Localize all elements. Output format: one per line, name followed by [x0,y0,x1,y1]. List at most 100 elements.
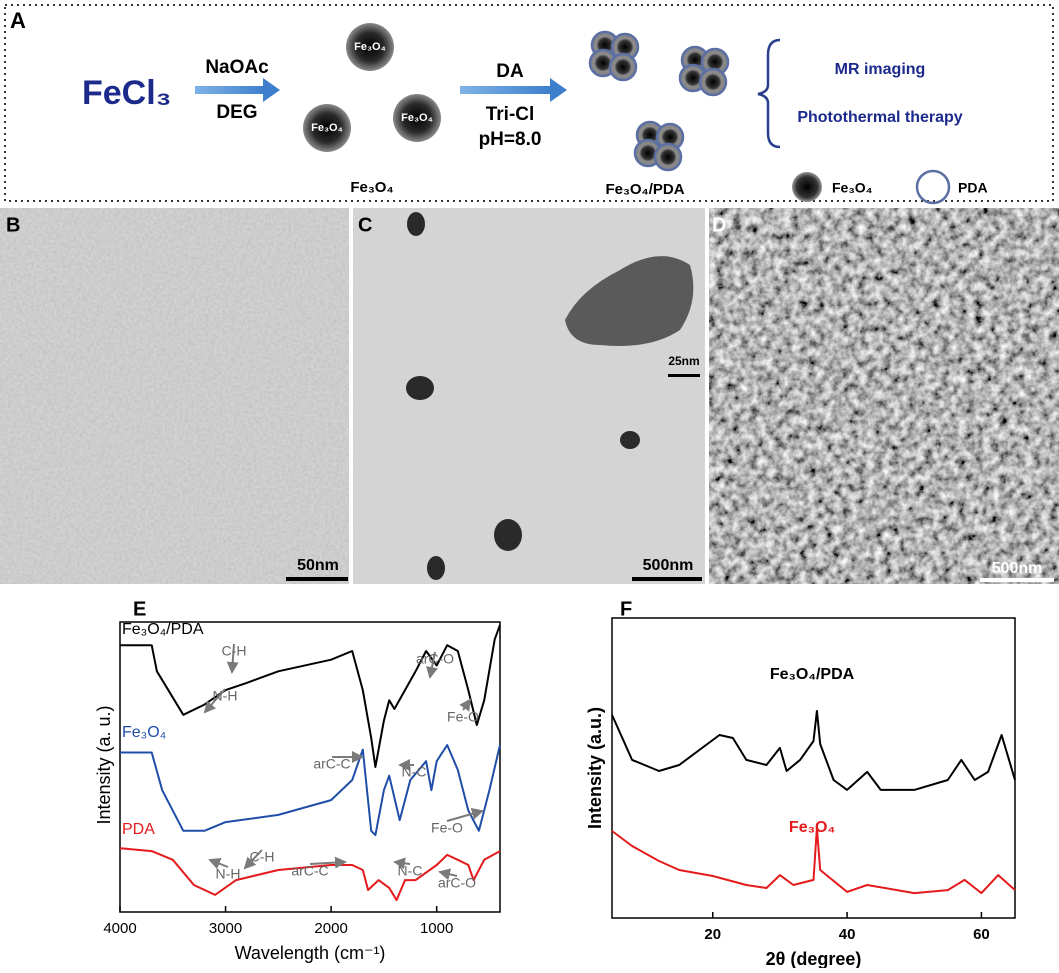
scale-bar [980,578,1054,582]
x-tick-label: 2000 [314,920,347,937]
annotation-arrow [393,857,411,870]
particle-text: Fe₃O₄ [401,112,433,124]
scale-label: 500nm [643,557,694,574]
scale-label: 50nm [297,557,339,574]
scheme: A FeCl₃ NaOAc DEG Fe₃O₄ Fe₃O₄ Fe₃O₄ Fe₃O… [4,4,1054,205]
particle [393,94,441,142]
x-axis-label: 2θ (degree) [766,949,862,968]
product-label: Fe₃O₄/PDA [605,181,684,198]
particle-text: Fe₃O₄ [311,122,343,134]
annotation-arrow [203,688,226,714]
x-tick-label: 20 [704,926,721,943]
x-axis-label: Wavelength (cm⁻¹) [235,943,386,963]
legend-symbol [915,169,951,205]
particle [303,104,351,152]
annotation: N-H [216,866,241,882]
series-label: Fe₃O₄/PDA [770,666,855,683]
panel-label: B [6,214,20,236]
annotation-arrow [459,698,472,712]
panel-label: A [10,8,26,33]
annotation-arrow [426,651,438,679]
scale-label: 500nm [992,560,1043,577]
series-label: PDA [122,821,155,838]
scale-bar [668,374,700,377]
annotation-arrow [243,849,263,870]
core [639,144,657,162]
x-tick-label: 4000 [103,920,136,937]
legend-symbol [792,172,822,202]
annotation-arrow [309,856,347,869]
annotation: arC-O [438,875,476,891]
micrographs: B C D 50nm 500nm 25nm 500nm [0,208,1059,584]
plot-frame [119,621,501,913]
annotation: arC-C [291,863,328,879]
x-tick-label: 60 [973,926,990,943]
nanoparticle-clusters [406,212,694,580]
core [661,128,679,146]
series-line [611,710,1016,791]
micrograph-texture [709,208,1059,584]
x-tick-label: 3000 [209,920,242,937]
reagent: DEG [216,102,257,123]
bracket [757,38,781,149]
legend-text: Fe₃O₄ [832,180,872,196]
annotation: N-C [398,863,423,879]
reagent: DA [496,61,524,82]
reagent: Tri-Cl [486,104,535,125]
arrow-head [263,78,280,102]
micrograph-texture [0,208,349,584]
annotation: C-H [250,849,275,865]
annotation-arrow [438,868,458,881]
x-tick-label: 40 [839,926,856,943]
series-line [611,827,1016,895]
arrow-head [550,78,567,102]
series-line [120,624,501,768]
scale-bar [286,577,348,581]
reactant: FeCl₃ [82,74,171,112]
annotation-arrow [446,807,484,822]
annotation: C-H [222,643,247,659]
reagent: pH=8.0 [479,129,542,150]
arrow [195,86,265,94]
reagent: NaOAc [205,57,269,78]
y-axis-label: Intensity (a. u.) [94,705,114,824]
series-label: Fe₃O₄ [122,724,166,741]
y-axis-label: Intensity (a.u.) [585,707,605,829]
annotation: Fe-O [431,820,463,836]
panel-label: F [620,598,632,620]
application: Photothermal therapy [797,109,962,126]
annotation: Fe-O [447,709,479,725]
series-label: Fe₃O₄ [789,819,835,836]
annotation: arC-O [416,651,454,667]
arrow [460,86,552,94]
annotation-arrow [226,643,239,674]
plot-frame [611,617,1016,919]
particle-label: Fe₃O₄ [350,179,393,196]
particle [346,23,394,71]
legend-text: PDA [958,180,988,196]
annotation-arrow [208,858,229,870]
particle-text: Fe₃O₄ [354,41,386,53]
application: MR imaging [835,61,926,78]
panel-frame [4,4,1054,202]
core [684,69,702,87]
core [614,58,632,76]
annotation: arC-C [313,756,350,772]
pda-clusters [588,30,730,172]
series-line [120,744,501,837]
x-tick-label: 1000 [420,920,453,937]
panel-label: C [358,214,372,236]
core [706,53,724,71]
panel-label: E [133,598,146,620]
core [659,148,677,166]
panel-label: D [712,214,726,236]
annotation: N-C [402,764,427,780]
scale-label: 25nm [668,354,699,368]
annotation: N-H [213,688,238,704]
scale-bar [632,577,702,581]
series-line [119,847,501,902]
core [616,38,634,56]
core [594,54,612,72]
series-label: Fe₃O₄/PDA [122,621,204,638]
